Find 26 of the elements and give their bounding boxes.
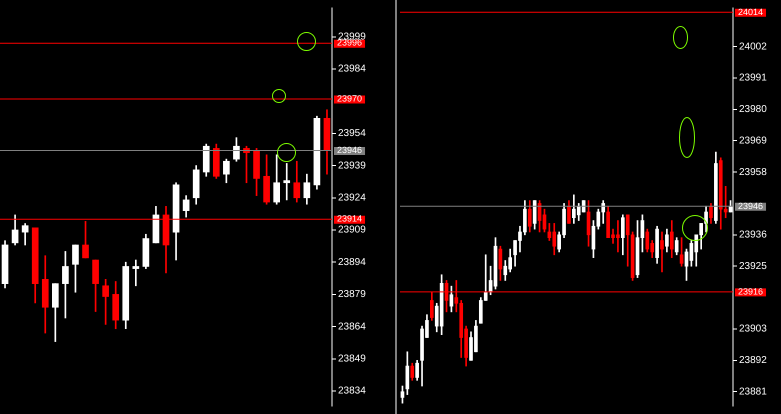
y-tick-label: 23924 [338,192,366,204]
y-tick-label: 23984 [338,64,366,75]
ref-line-label: 23916 [738,286,764,296]
y-tick-label: 23903 [739,324,768,335]
y-tick-label: 23834 [338,386,366,397]
y-tick-label: 23954 [338,128,366,140]
ref-line-label: 23946 [337,145,362,156]
y-tick-label: 23864 [338,321,366,332]
y-tick-label: 23881 [739,386,768,398]
ref-line-label: 23946 [738,200,764,211]
ref-line-label: 23914 [337,214,362,224]
y-tick-label: 23879 [338,289,366,300]
y-tick-label: 23894 [338,256,366,268]
y-tick-label: 23936 [739,230,768,241]
y-tick-label: 23909 [338,224,366,236]
ref-line-label: 23970 [337,94,362,104]
y-tick-label: 23969 [739,135,768,146]
y-tick-label: 24002 [739,41,768,52]
y-tick-label: 23849 [338,354,366,365]
y-tick-label: 23925 [739,260,768,272]
y-tick-label: 23892 [739,355,768,366]
ref-line-label: 24014 [738,6,764,17]
y-tick-label: 23991 [739,72,768,84]
y-tick-label: 23980 [739,104,768,116]
y-tick-label: 23939 [338,160,366,172]
y-tick-label: 23958 [739,166,768,178]
